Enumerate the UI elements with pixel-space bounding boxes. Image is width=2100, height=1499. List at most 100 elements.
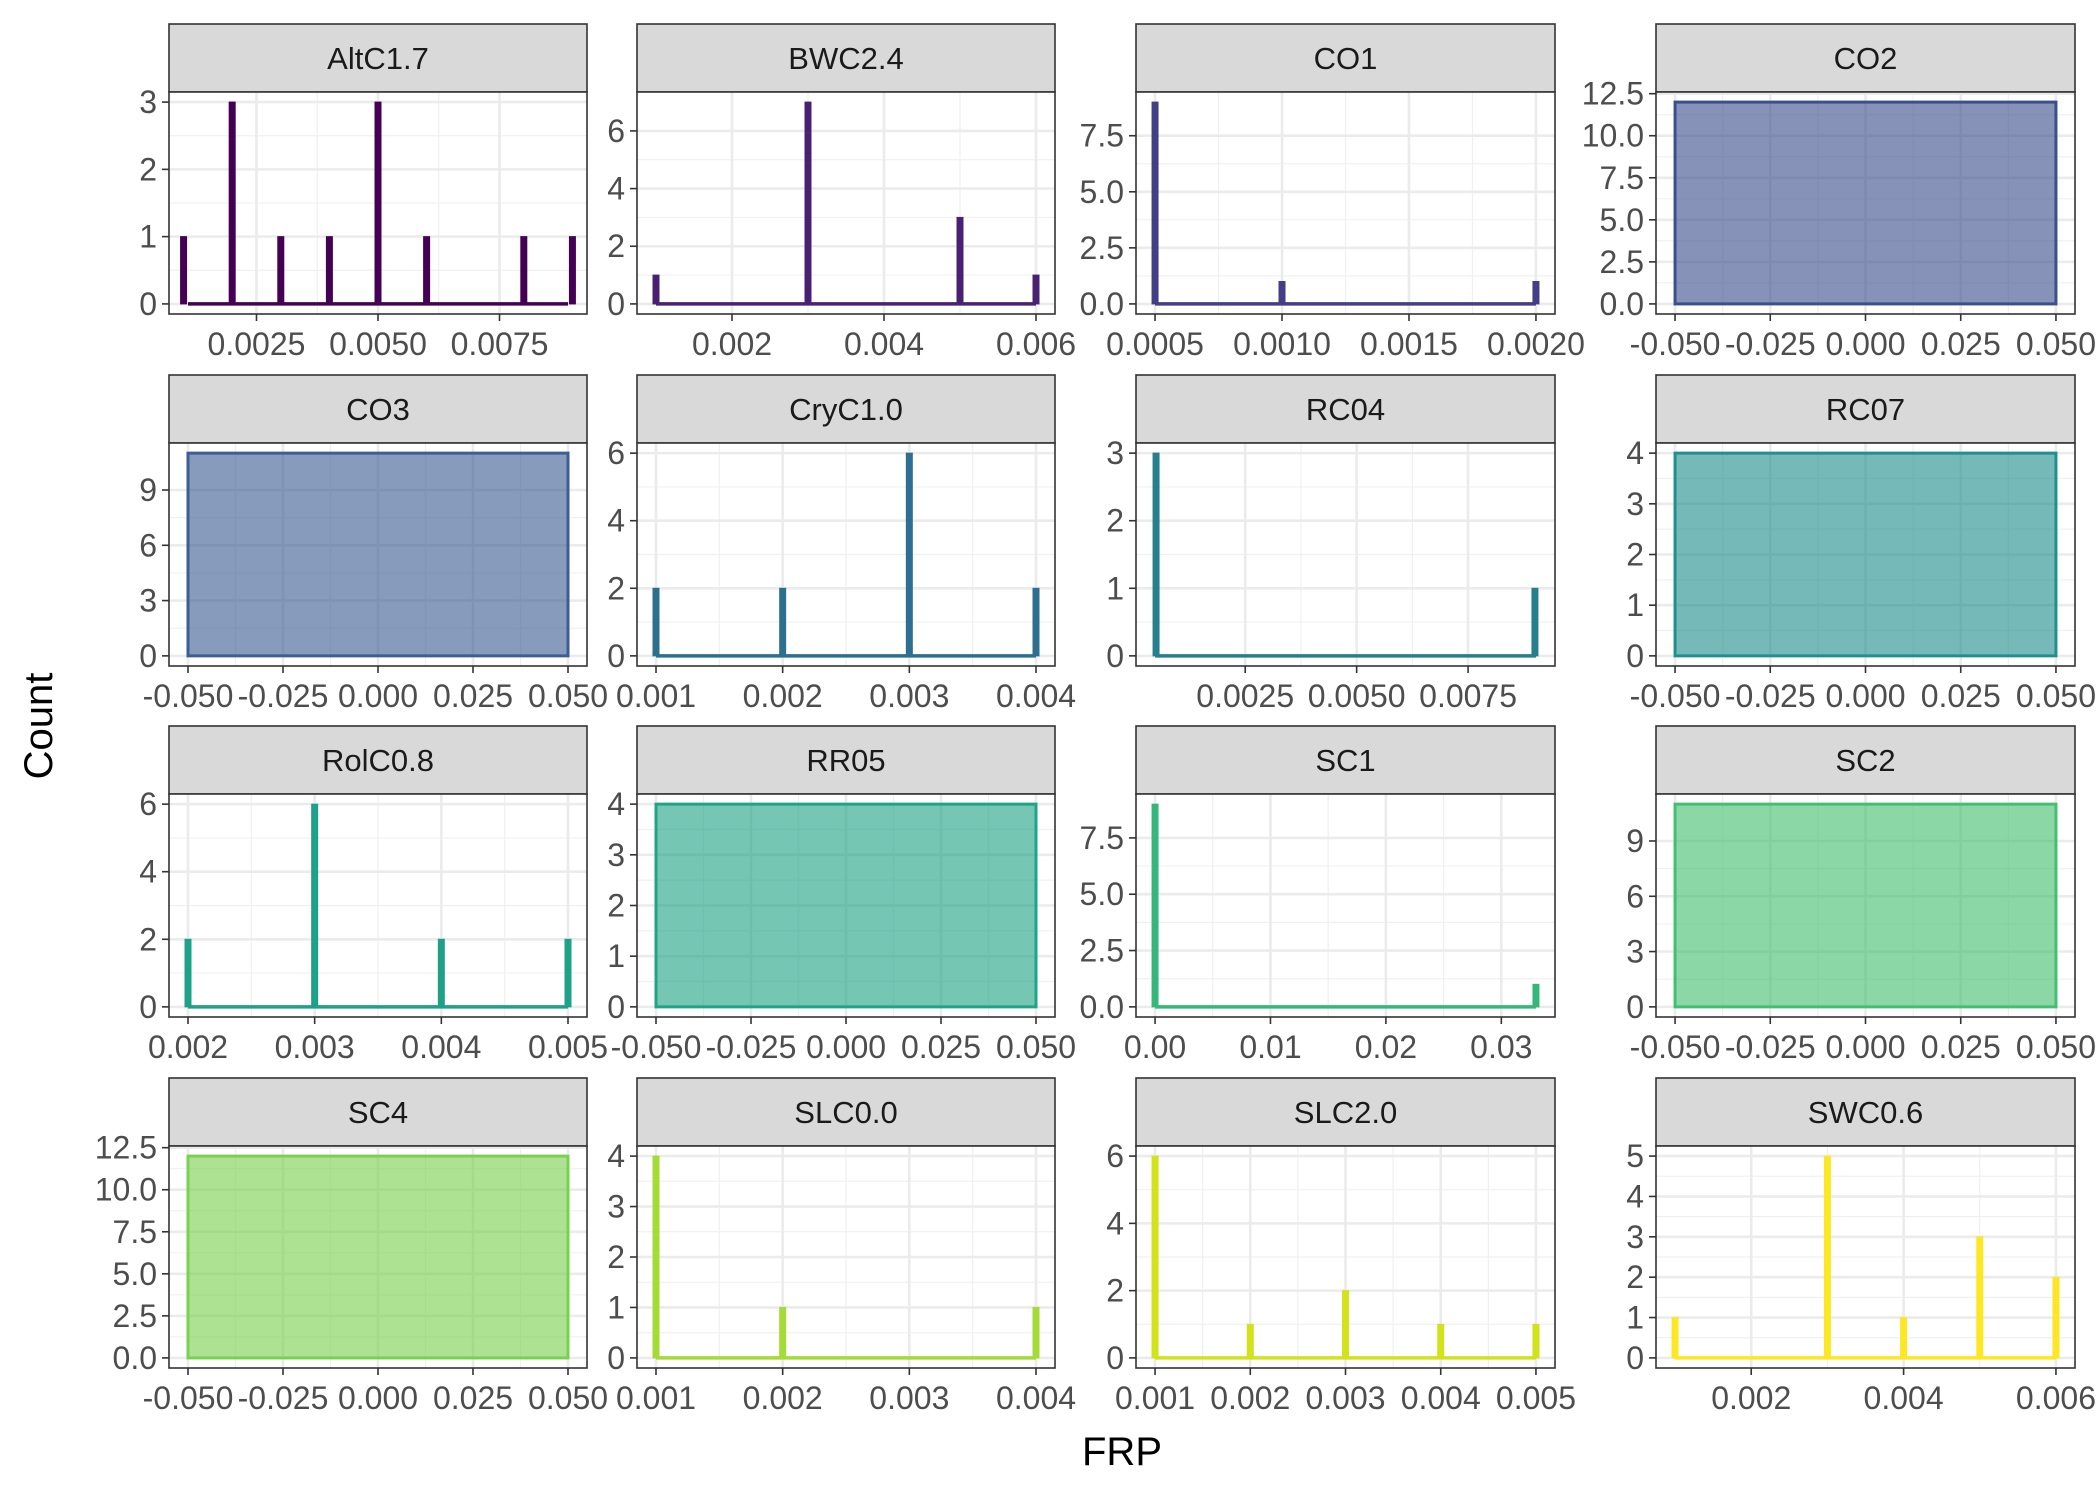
histogram-bar <box>437 938 445 1008</box>
facet-strip-label: CO1 <box>1314 41 1378 76</box>
y-tick-label: 3 <box>139 583 157 619</box>
y-tick-label: 2.5 <box>1080 933 1124 969</box>
facet-panel: SWC0.6 0.002 0.004 0.006 0 1 2 3 4 5 <box>1626 1077 2096 1416</box>
facet-strip <box>1135 23 1556 93</box>
facet-strip <box>168 1077 588 1147</box>
histogram-bar <box>779 1306 787 1359</box>
histogram-bar <box>1152 452 1160 657</box>
x-tick-label: 0.025 <box>433 678 513 714</box>
y-tick-label: 4 <box>607 1138 625 1174</box>
x-tick-label: 0.002 <box>1711 1380 1791 1416</box>
x-tick-label: 0.003 <box>275 1029 355 1065</box>
histogram-bar <box>1032 274 1040 305</box>
x-tick-label: 0.0025 <box>208 326 306 362</box>
x-tick-label: 0.02 <box>1355 1029 1417 1065</box>
y-tick-label: 1 <box>607 1289 625 1325</box>
histogram-bar <box>520 236 528 305</box>
x-tick-label: 0.000 <box>1825 678 1905 714</box>
x-tick-label: 0.006 <box>2016 1380 2096 1416</box>
y-tick-label: 0 <box>607 286 625 322</box>
histogram-bar <box>1532 1323 1540 1359</box>
x-tick-label: 0.01 <box>1239 1029 1301 1065</box>
facet-strip <box>1135 1077 1556 1147</box>
x-axis-title: FRP <box>1082 1430 1162 1474</box>
y-tick-label: 3 <box>1626 486 1644 522</box>
x-tick-label: 0.0075 <box>451 326 549 362</box>
x-tick-label: 0.002 <box>148 1029 228 1065</box>
histogram-bar <box>1151 803 1159 1008</box>
y-tick-label: 4 <box>1626 435 1644 471</box>
y-tick-label: 1 <box>1626 1300 1644 1336</box>
x-tick-label: 0.025 <box>1921 678 2001 714</box>
x-tick-label: 0.00 <box>1124 1029 1186 1065</box>
x-tick-label: 0.002 <box>743 1380 823 1416</box>
y-tick-label: 2.5 <box>113 1298 157 1334</box>
x-tick-label: 0.050 <box>2016 678 2096 714</box>
x-tick-label: 0.050 <box>996 1029 1076 1065</box>
y-tick-label: 6 <box>607 113 625 149</box>
histogram-bar <box>1976 1236 1984 1359</box>
x-tick-label: 0.000 <box>338 678 418 714</box>
x-tick-label: 0.001 <box>1115 1380 1195 1416</box>
x-tick-label: -0.025 <box>1725 1029 1816 1065</box>
y-tick-label: 2 <box>607 228 625 264</box>
y-tick-label: 0 <box>1626 1340 1644 1376</box>
facet-strip-label: SLC0.0 <box>794 1095 897 1130</box>
y-tick-label: 2 <box>1626 537 1644 573</box>
x-tick-label: 0.005 <box>1496 1380 1576 1416</box>
facet-panel: RC04 0.0025 0.0050 0.0075 0 1 2 3 <box>1106 374 1556 714</box>
y-tick-label: 0 <box>607 989 625 1025</box>
facet-strip-label: BWC2.4 <box>788 41 903 76</box>
x-tick-label: 0.0015 <box>1360 326 1458 362</box>
histogram-bar <box>652 1155 660 1359</box>
y-tick-label: 0 <box>607 1340 625 1376</box>
facet-strip <box>1655 725 2076 795</box>
facet-panels: AltC1.70.0025 0.0050 0.00750123BWC2.40.002… <box>95 23 2096 1416</box>
histogram-bar <box>905 452 913 657</box>
y-tick-label: 2 <box>139 151 157 187</box>
x-tick-label: 0.002 <box>1210 1380 1290 1416</box>
panel-border <box>1655 1145 2076 1369</box>
histogram-bar <box>1673 100 2058 306</box>
y-tick-label: 7.5 <box>113 1214 157 1250</box>
facet-strip <box>1655 23 2076 93</box>
histogram-bar <box>1032 587 1040 657</box>
y-tick-label: 0 <box>1106 638 1124 674</box>
facet-strip <box>168 23 588 93</box>
histogram-bar <box>1532 983 1540 1008</box>
histogram-bar <box>180 236 188 305</box>
facet-panel: AltC1.7 0.0025 0.0050 0.0075 0 1 2 3 <box>139 23 588 362</box>
facet-panel: RR05 -0.050 -0.025 0.000 0.025 0.050 0 1 2 3 4 <box>607 725 1076 1065</box>
y-tick-label: 2 <box>607 570 625 606</box>
facet-strip-label: SC4 <box>348 1095 408 1130</box>
histogram-bar <box>1900 1317 1908 1359</box>
y-tick-label: 0 <box>139 989 157 1025</box>
x-tick-label: 0.03 <box>1470 1029 1532 1065</box>
y-tick-label: 9 <box>139 472 157 508</box>
histogram-bar <box>2052 1276 2060 1359</box>
histogram-bar <box>779 587 787 657</box>
x-tick-label: -0.025 <box>1725 678 1816 714</box>
facet-strip-label: SC2 <box>1835 743 1895 778</box>
y-tick-label: 3 <box>1626 1219 1644 1255</box>
x-tick-label: 0.025 <box>1921 326 2001 362</box>
x-tick-label: 0.004 <box>996 1380 1076 1416</box>
y-tick-label: 9 <box>1626 823 1644 859</box>
histogram-bar <box>1032 1306 1040 1359</box>
x-tick-label: 0.025 <box>901 1029 981 1065</box>
histogram-bar <box>804 101 812 305</box>
histogram-bar <box>1532 280 1540 305</box>
facet-strip-label: SWC0.6 <box>1808 1095 1923 1130</box>
y-tick-label: 7.5 <box>1080 820 1124 856</box>
x-tick-label: 0.000 <box>338 1380 418 1416</box>
x-tick-label: 0.000 <box>1825 326 1905 362</box>
facet-panel: SC2 -0.050 -0.025 0.000 0.025 0.050 0 3 6 9 <box>1626 725 2096 1065</box>
x-tick-label: -0.025 <box>238 678 329 714</box>
x-tick-label: 0.0020 <box>1487 326 1585 362</box>
y-tick-label: 5.0 <box>1080 876 1124 912</box>
x-tick-label: 0.004 <box>844 326 924 362</box>
y-tick-label: 6 <box>139 786 157 822</box>
x-tick-label: 0.000 <box>1825 1029 1905 1065</box>
x-tick-label: 0.0050 <box>329 326 427 362</box>
